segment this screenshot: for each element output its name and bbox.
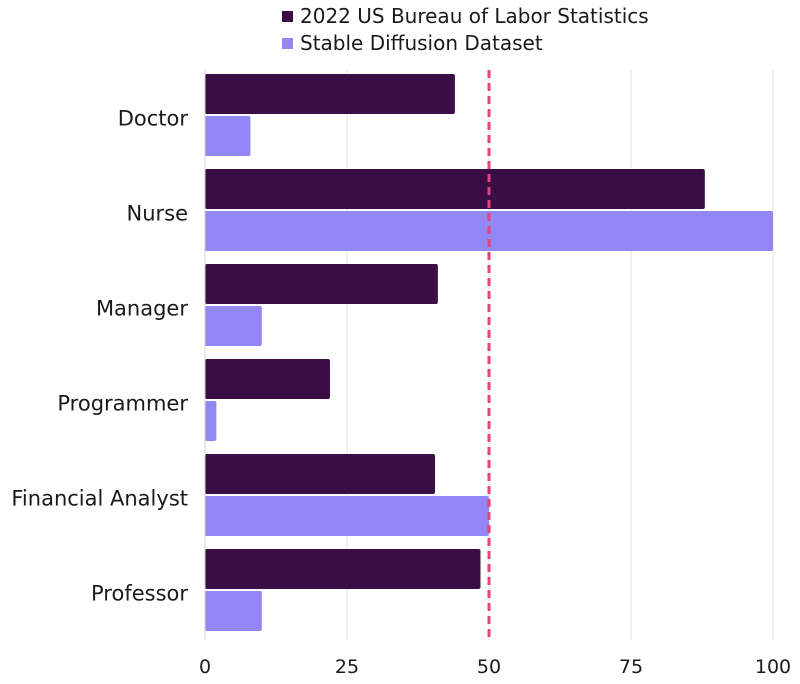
bar-0-5: [205, 549, 481, 589]
category-label-0: Doctor: [118, 107, 189, 131]
bar-0-0: [205, 74, 455, 114]
x-tick-label-4: 100: [755, 656, 791, 678]
x-tick-label-3: 75: [619, 656, 643, 678]
bar-0-1: [205, 169, 705, 209]
category-label-3: Programmer: [57, 392, 188, 416]
bar-1-2: [205, 306, 262, 346]
category-label-5: Professor: [91, 582, 188, 606]
x-tick-label-1: 25: [335, 656, 359, 678]
category-label-1: Nurse: [126, 202, 188, 226]
legend-label-1: Stable Diffusion Dataset: [300, 31, 543, 55]
category-label-4: Financial Analyst: [11, 487, 188, 511]
x-tick-labels: 0 25 50 75 100: [199, 656, 791, 678]
category-labels: Doctor Nurse Manager Programmer Financial An…: [11, 107, 188, 606]
legend-swatch-1: [282, 38, 293, 49]
bar-0-3: [205, 359, 330, 399]
x-tick-label-2: 50: [477, 656, 501, 678]
legend-label-0: 2022 US Bureau of Labor Statistics: [300, 4, 649, 28]
bar-0-2: [205, 264, 438, 304]
legend-swatch-0: [282, 11, 293, 22]
category-label-2: Manager: [96, 297, 188, 321]
bar-1-3: [205, 401, 217, 441]
bar-1-0: [205, 116, 251, 156]
bars: [205, 74, 773, 631]
bar-0-4: [205, 454, 436, 494]
bar-1-5: [205, 591, 262, 631]
legend: 2022 US Bureau of Labor Statistics Stable…: [282, 4, 649, 55]
bar-1-4: [205, 496, 489, 536]
x-tick-label-0: 0: [199, 656, 211, 678]
